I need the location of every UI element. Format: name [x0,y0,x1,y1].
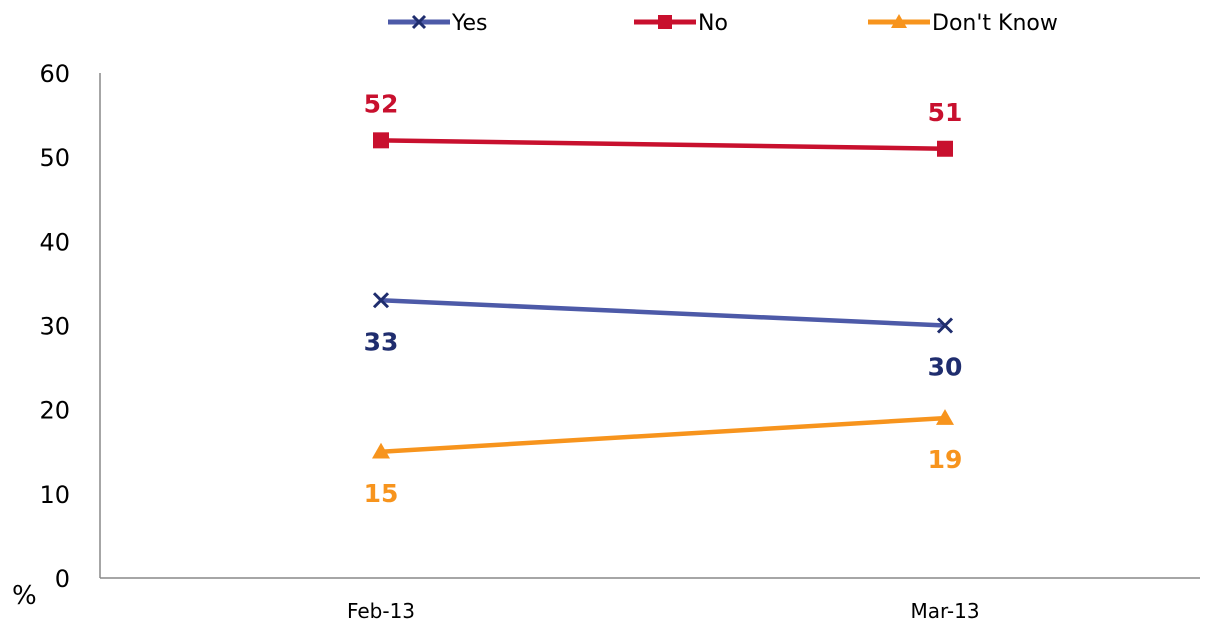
y-tick-label: 40 [39,228,70,256]
legend-item: Yes [388,11,488,36]
y-tick-label: 0 [55,565,70,593]
y-tick-label: 60 [39,60,70,88]
x-tick-labels: Feb-13 Mar-13 [347,599,980,623]
series-x: 33 30 [364,292,963,382]
marker-square [373,132,389,149]
y-tick-label: 50 [39,144,70,172]
data-label: 51 [928,98,963,127]
data-label: 30 [928,353,963,382]
data-label: 15 [364,479,399,508]
marker-triangle [891,14,907,28]
data-label: 33 [364,327,399,356]
marker-triangle [372,442,390,459]
legend-item: No [634,11,728,36]
series-line [380,138,946,151]
series-line [380,298,946,328]
data-label: 52 [364,89,399,118]
legend: Yes No Don't Know [388,11,1058,36]
marker-x [411,14,427,30]
marker-triangle [936,409,954,425]
y-tick-label: 30 [39,313,70,341]
legend-label: Don't Know [932,11,1058,36]
x-tick-label: Feb-13 [347,599,415,623]
y-tick-labels: 0 10 20 30 40 50 60 [39,60,70,593]
legend-label: Yes [451,11,488,36]
marker-square [937,140,953,157]
legend-label: No [698,11,728,36]
marker-x [936,317,954,334]
axes: % [12,73,1200,611]
y-tick-label: 10 [39,481,70,509]
series-square: 52 51 [364,89,963,157]
marker-square [658,15,672,29]
series-line [380,415,946,454]
y-axis-unit-label: % [12,581,37,611]
x-tick-label: Mar-13 [910,599,979,623]
legend-item: Don't Know [868,11,1058,36]
marker-x [372,292,390,309]
y-tick-label: 20 [39,397,70,425]
data-label: 19 [928,445,963,474]
